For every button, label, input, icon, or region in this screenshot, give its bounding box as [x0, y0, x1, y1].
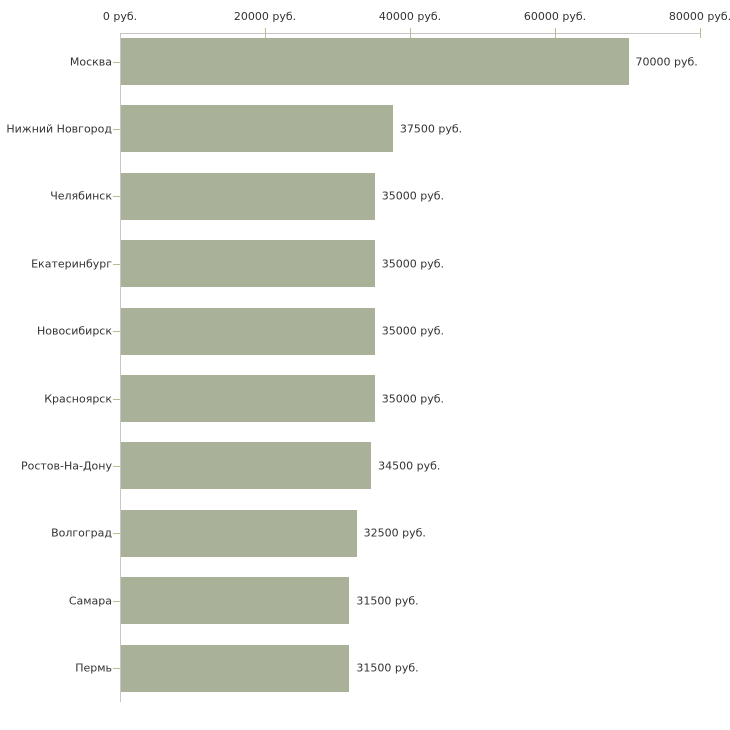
category-tick-mark — [113, 196, 120, 198]
value-label: 70000 руб. — [635, 55, 698, 68]
bar — [121, 644, 350, 692]
x-axis-tick-mark — [265, 28, 266, 38]
bar — [121, 509, 357, 557]
category-label: Волгоград — [51, 526, 112, 540]
category-label: Пермь — [75, 661, 112, 675]
y-axis-line — [120, 33, 121, 702]
category-tick-mark — [113, 533, 120, 535]
value-label: 35000 руб. — [381, 392, 445, 405]
bar — [121, 105, 393, 153]
value-label: 35000 руб. — [381, 324, 445, 338]
category-tick-mark — [113, 331, 120, 333]
value-label: 34500 руб. — [378, 459, 441, 473]
value-label: 32500 руб. — [363, 526, 426, 540]
x-axis-tick-label: 60000 руб. — [523, 10, 587, 23]
category-label: Ростов-На-Дону — [20, 459, 112, 473]
category-tick-mark — [113, 398, 120, 400]
category-label: Екатеринбург — [31, 257, 112, 271]
x-axis-tick-label: 40000 руб. — [378, 10, 442, 23]
x-axis-tick-mark — [410, 28, 411, 38]
category-label: Красноярск — [44, 392, 112, 405]
category-tick-mark — [113, 128, 120, 130]
value-label: 31500 руб. — [356, 661, 419, 675]
x-axis-tick-label: 80000 руб. — [668, 10, 730, 23]
bar — [121, 577, 350, 625]
bar — [121, 172, 375, 220]
category-tick-mark — [113, 61, 120, 63]
bar — [121, 307, 375, 355]
bar — [121, 375, 375, 422]
value-label: 37500 руб. — [399, 122, 463, 136]
bar — [121, 442, 372, 490]
category-label: Новосибирск — [36, 324, 112, 338]
x-axis-tick-label: 20000 руб. — [233, 10, 297, 23]
category-tick-mark — [113, 263, 120, 265]
category-label: Самара — [68, 594, 112, 608]
category-tick-mark — [113, 465, 120, 467]
category-tick-mark — [113, 668, 120, 670]
category-label: Москва — [69, 55, 112, 68]
category-tick-mark — [113, 600, 120, 602]
x-axis-tick-mark — [700, 28, 701, 38]
value-label: 35000 руб. — [381, 257, 445, 271]
x-axis-tick-mark — [555, 28, 556, 38]
bar — [121, 38, 629, 85]
category-label: Челябинск — [50, 189, 112, 203]
value-label: 35000 руб. — [381, 189, 445, 203]
category-label: Нижний Новгород — [6, 122, 112, 136]
value-label: 31500 руб. — [356, 594, 419, 608]
bar — [121, 240, 375, 288]
x-axis-tick-label: 0 руб. — [102, 10, 138, 23]
